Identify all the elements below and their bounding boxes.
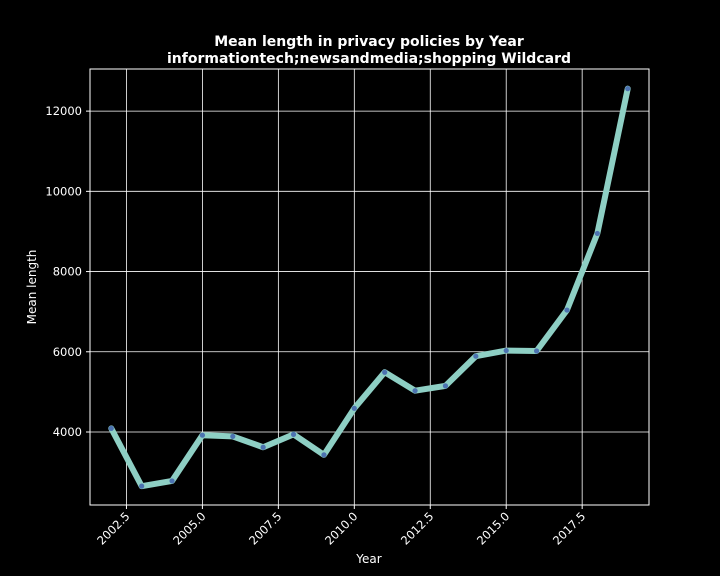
data-point xyxy=(473,353,479,359)
grid-lines xyxy=(90,69,649,505)
data-point xyxy=(382,369,388,375)
data-point xyxy=(199,432,206,438)
y-tick-label: 4000 xyxy=(53,425,82,439)
y-axis-label: Mean length xyxy=(25,250,39,325)
data-point xyxy=(260,444,266,450)
data-point xyxy=(503,347,509,354)
chart-subtitle: informationtech;newsandmedia;shopping Wi… xyxy=(167,51,571,67)
data-point xyxy=(139,483,145,489)
data-point xyxy=(351,405,357,411)
y-tick-label: 10000 xyxy=(45,184,82,198)
series-layer xyxy=(108,85,631,490)
series-line xyxy=(108,85,631,490)
data-point xyxy=(594,230,600,237)
y-tick-label: 12000 xyxy=(45,104,82,118)
y-tick-label: 8000 xyxy=(53,265,82,279)
data-point xyxy=(230,433,236,440)
data-point xyxy=(442,383,449,389)
data-point xyxy=(564,307,570,313)
data-point xyxy=(169,478,175,484)
data-point xyxy=(625,86,631,92)
axes-frame xyxy=(89,68,650,506)
data-point xyxy=(108,425,114,431)
data-point xyxy=(290,431,297,438)
data-point xyxy=(321,452,327,458)
chart-title: Mean length in privacy policies by Year xyxy=(214,34,524,50)
data-point xyxy=(412,388,418,394)
y-tick-label: 6000 xyxy=(53,345,82,359)
x-axis-label: Year xyxy=(355,552,381,566)
data-point xyxy=(533,348,540,354)
